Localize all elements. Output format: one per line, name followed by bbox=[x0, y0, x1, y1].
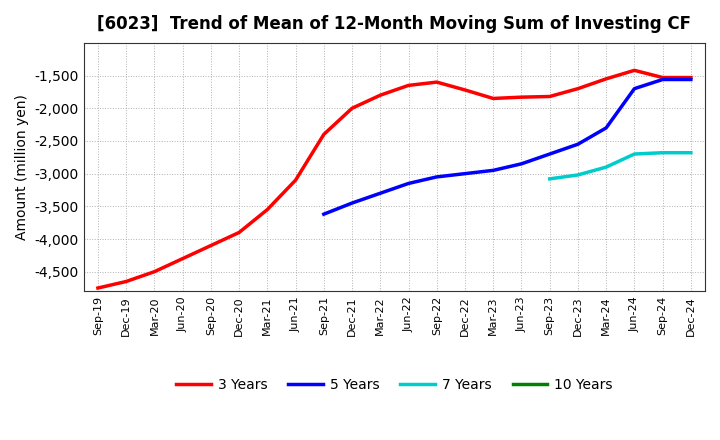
3 Years bbox=[150, 269, 158, 274]
3 Years bbox=[461, 87, 469, 92]
3 Years bbox=[94, 286, 102, 291]
3 Years bbox=[376, 92, 384, 98]
5 Years bbox=[348, 200, 356, 205]
3 Years bbox=[320, 132, 328, 137]
5 Years bbox=[602, 125, 611, 131]
5 Years bbox=[320, 212, 328, 217]
5 Years bbox=[433, 174, 441, 180]
Title: [6023]  Trend of Mean of 12-Month Moving Sum of Investing CF: [6023] Trend of Mean of 12-Month Moving … bbox=[97, 15, 691, 33]
3 Years bbox=[122, 279, 130, 284]
3 Years bbox=[348, 106, 356, 111]
7 Years bbox=[602, 165, 611, 170]
7 Years bbox=[574, 172, 582, 178]
3 Years bbox=[263, 207, 271, 212]
5 Years bbox=[687, 77, 696, 82]
Line: 5 Years: 5 Years bbox=[324, 80, 691, 214]
3 Years bbox=[235, 230, 243, 235]
5 Years bbox=[574, 142, 582, 147]
7 Years bbox=[687, 150, 696, 155]
Legend: 3 Years, 5 Years, 7 Years, 10 Years: 3 Years, 5 Years, 7 Years, 10 Years bbox=[171, 373, 618, 398]
7 Years bbox=[658, 150, 667, 155]
3 Years bbox=[179, 256, 187, 261]
3 Years bbox=[404, 83, 413, 88]
5 Years bbox=[517, 161, 526, 166]
7 Years bbox=[545, 176, 554, 182]
5 Years bbox=[404, 181, 413, 186]
3 Years bbox=[207, 243, 215, 248]
5 Years bbox=[461, 171, 469, 176]
5 Years bbox=[376, 191, 384, 196]
Y-axis label: Amount (million yen): Amount (million yen) bbox=[15, 94, 29, 240]
3 Years bbox=[602, 76, 611, 81]
5 Years bbox=[489, 168, 498, 173]
3 Years bbox=[687, 75, 696, 80]
5 Years bbox=[630, 86, 639, 91]
7 Years bbox=[630, 151, 639, 157]
5 Years bbox=[658, 77, 667, 82]
3 Years bbox=[433, 80, 441, 85]
Line: 7 Years: 7 Years bbox=[549, 153, 691, 179]
3 Years bbox=[489, 96, 498, 101]
3 Years bbox=[658, 75, 667, 80]
3 Years bbox=[545, 94, 554, 99]
3 Years bbox=[292, 177, 300, 183]
5 Years bbox=[545, 151, 554, 157]
3 Years bbox=[517, 95, 526, 100]
3 Years bbox=[574, 86, 582, 91]
Line: 3 Years: 3 Years bbox=[98, 70, 691, 288]
3 Years bbox=[630, 68, 639, 73]
